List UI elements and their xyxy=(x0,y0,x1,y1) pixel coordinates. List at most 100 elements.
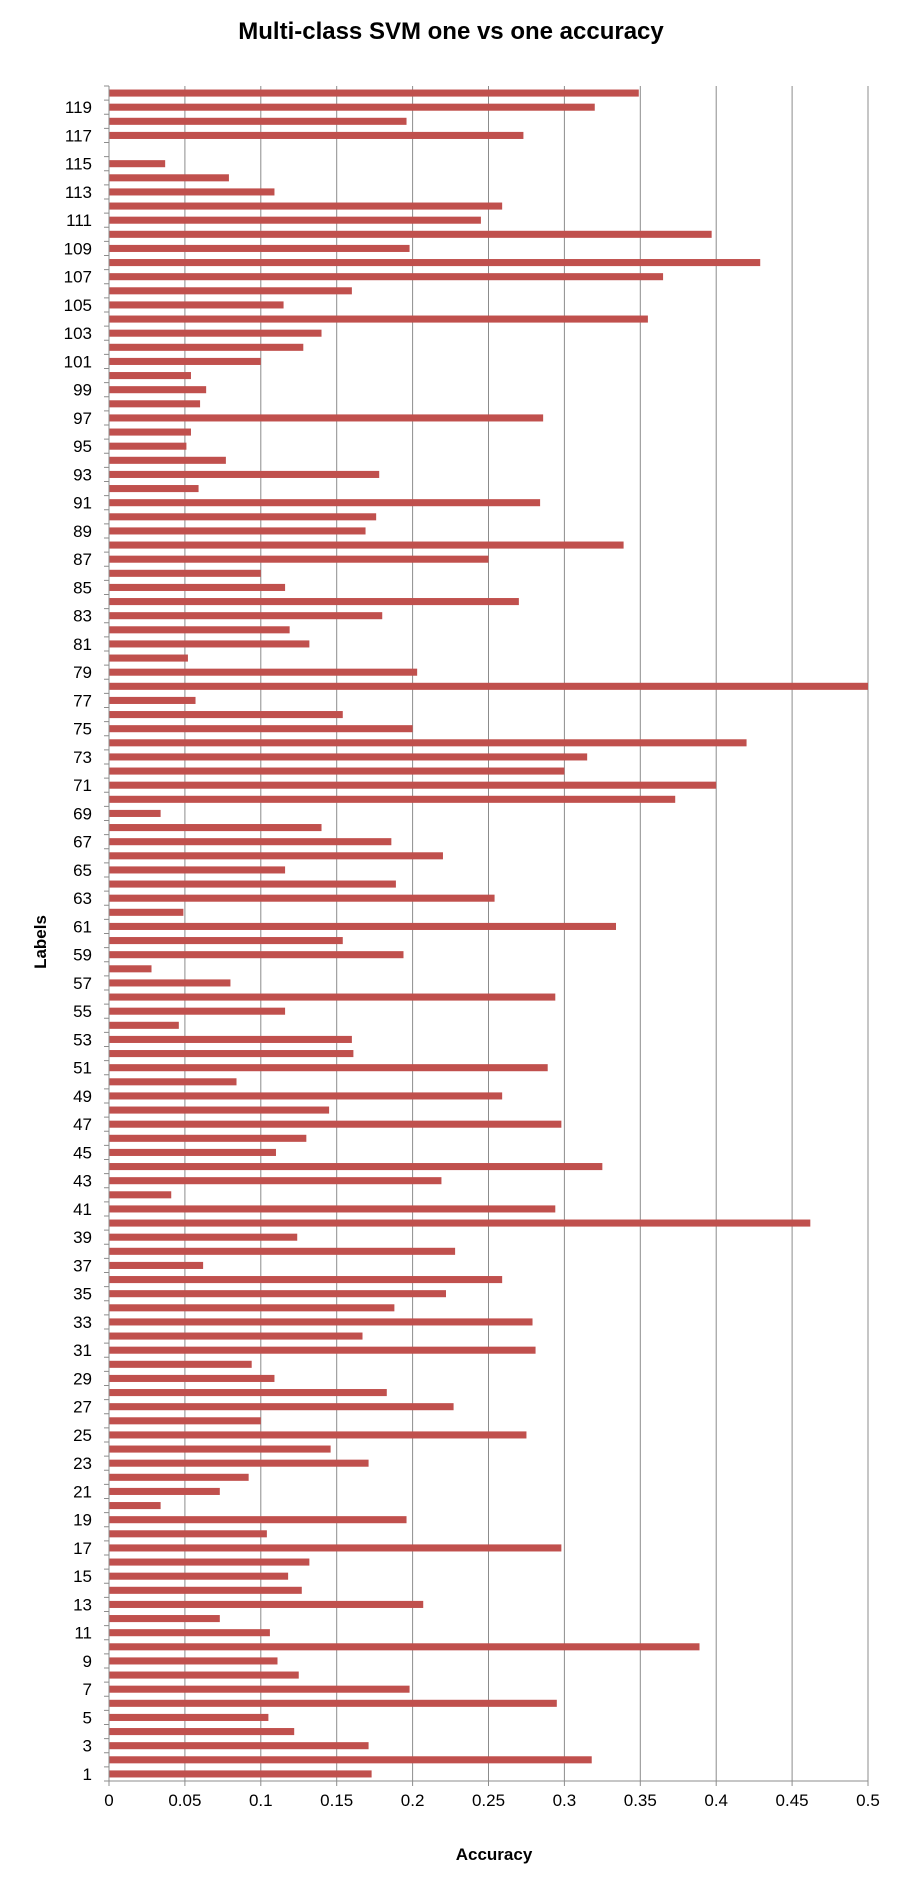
bar-label-60 xyxy=(109,937,343,945)
y-tick-label: 95 xyxy=(73,437,92,456)
bar-label-111 xyxy=(109,216,481,224)
bar-label-5 xyxy=(109,1713,269,1721)
y-tick-label: 85 xyxy=(73,578,92,597)
y-tick-label: 87 xyxy=(73,550,92,569)
axes xyxy=(104,85,869,1786)
bar-label-72 xyxy=(109,767,565,775)
y-tick-label: 83 xyxy=(73,607,92,626)
bar-label-47 xyxy=(109,1120,562,1128)
y-tick-label: 39 xyxy=(73,1228,92,1247)
bar-label-117 xyxy=(109,131,524,139)
bar-label-109 xyxy=(109,244,410,252)
bar-label-68 xyxy=(109,824,322,832)
y-tick-label: 43 xyxy=(73,1172,92,1191)
bar-label-26 xyxy=(109,1417,261,1425)
bar-label-90 xyxy=(109,513,377,521)
bar-label-48 xyxy=(109,1106,330,1114)
y-tick-label: 1 xyxy=(83,1765,92,1784)
bar-label-58 xyxy=(109,965,152,973)
bar-label-86 xyxy=(109,569,261,577)
bar-label-46 xyxy=(109,1134,307,1142)
y-tick-label: 45 xyxy=(73,1143,92,1162)
y-tick-label: 111 xyxy=(66,211,92,230)
bar-label-13 xyxy=(109,1600,424,1608)
bar-label-17 xyxy=(109,1544,562,1552)
bar-label-21 xyxy=(109,1487,220,1495)
bar-label-43 xyxy=(109,1177,442,1185)
bar-label-14 xyxy=(109,1586,302,1594)
bar-label-118 xyxy=(109,117,407,125)
bar-label-41 xyxy=(109,1205,556,1213)
bar-label-96 xyxy=(109,428,191,436)
bar-label-22 xyxy=(109,1473,249,1481)
bar-label-84 xyxy=(109,598,519,606)
bar-label-106 xyxy=(109,287,352,295)
bar-label-4 xyxy=(109,1728,295,1736)
gridlines xyxy=(184,86,869,1781)
bar-label-113 xyxy=(109,188,275,196)
bar-label-42 xyxy=(109,1191,172,1199)
bar-label-98 xyxy=(109,400,201,408)
bar-label-119 xyxy=(109,103,595,111)
y-tick-label: 47 xyxy=(73,1115,92,1134)
y-tick-label: 37 xyxy=(73,1256,92,1275)
y-tick-label: 119 xyxy=(65,98,92,117)
bar-label-2 xyxy=(109,1756,592,1764)
y-tick-label: 71 xyxy=(73,776,92,795)
x-tick-label: 0.4 xyxy=(704,1791,728,1810)
bar-series xyxy=(109,89,868,1778)
y-tick-label: 23 xyxy=(73,1454,92,1473)
bar-label-97 xyxy=(109,414,544,422)
x-axis-title: Accuracy xyxy=(456,1845,533,1864)
bar-label-89 xyxy=(109,527,366,535)
bar-label-66 xyxy=(109,852,443,860)
bar-label-105 xyxy=(109,301,284,309)
y-tick-label: 103 xyxy=(64,324,92,343)
bar-label-36 xyxy=(109,1276,503,1284)
bar-label-16 xyxy=(109,1558,310,1566)
bar-label-44 xyxy=(109,1163,603,1171)
bar-label-23 xyxy=(109,1459,369,1467)
x-tick-label: 0.15 xyxy=(320,1791,353,1810)
bar-label-10 xyxy=(109,1643,700,1651)
x-tick-label: 0.3 xyxy=(553,1791,577,1810)
bar-label-37 xyxy=(109,1261,204,1269)
bar-label-19 xyxy=(109,1516,407,1524)
y-tick-label: 53 xyxy=(73,1030,92,1049)
bar-label-51 xyxy=(109,1064,548,1072)
x-axis-tick-labels: 0 0.05 0.1 0.15 0.2 0.25 0.3 0.35 0.4 0.45 0.5 xyxy=(104,1791,880,1810)
bar-label-54 xyxy=(109,1021,179,1029)
y-tick-label: 97 xyxy=(73,409,92,428)
y-tick-label: 17 xyxy=(73,1539,92,1558)
bar-label-87 xyxy=(109,555,489,563)
bar-label-33 xyxy=(109,1318,533,1326)
y-tick-label: 81 xyxy=(73,635,92,654)
bar-label-120 xyxy=(109,89,639,97)
bar-label-63 xyxy=(109,894,495,902)
bar-label-112 xyxy=(109,202,503,210)
bar-label-93 xyxy=(109,470,380,478)
x-tick-label: 0.45 xyxy=(776,1791,809,1810)
bar-label-64 xyxy=(109,880,396,888)
bar-label-74 xyxy=(109,739,747,747)
bar-label-59 xyxy=(109,951,404,959)
y-tick-label: 57 xyxy=(73,974,92,993)
bar-label-83 xyxy=(109,612,383,620)
bar-label-53 xyxy=(109,1035,352,1043)
bar-label-30 xyxy=(109,1360,252,1368)
y-tick-label: 65 xyxy=(73,861,92,880)
bar-label-39 xyxy=(109,1233,298,1241)
y-tick-label: 63 xyxy=(73,889,92,908)
x-tick-label: 0.1 xyxy=(249,1791,273,1810)
y-tick-label: 91 xyxy=(73,494,92,513)
bar-label-8 xyxy=(109,1671,299,1679)
bar-label-52 xyxy=(109,1050,354,1058)
bar-label-20 xyxy=(109,1502,161,1510)
bar-label-11 xyxy=(109,1629,270,1637)
bar-label-115 xyxy=(109,160,166,168)
x-tick-label: 0.2 xyxy=(401,1791,425,1810)
y-tick-label: 25 xyxy=(73,1426,92,1445)
y-tick-label: 77 xyxy=(73,691,92,710)
bar-label-55 xyxy=(109,1007,286,1015)
